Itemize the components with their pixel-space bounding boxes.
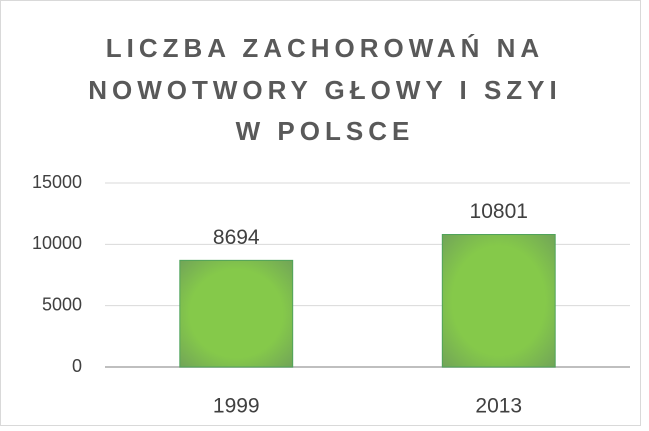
chart-title: LICZBA ZACHOROWAŃ NA: [106, 33, 544, 63]
chart-title: W POLSCE: [236, 116, 415, 146]
data-label: 8694: [213, 226, 260, 249]
bar: [441, 234, 556, 368]
y-tick-label: 15000: [32, 172, 82, 192]
y-tick-label: 5000: [42, 294, 82, 314]
chart-title: NOWOTWORY GŁOWY I SZYI: [88, 75, 562, 105]
y-tick-label: 0: [72, 356, 82, 376]
y-tick-label: 10000: [32, 233, 82, 253]
bar: [179, 259, 294, 368]
x-tick-label: 1999: [213, 395, 260, 418]
data-label: 10801: [470, 200, 528, 223]
x-tick-label: 2013: [475, 395, 522, 418]
